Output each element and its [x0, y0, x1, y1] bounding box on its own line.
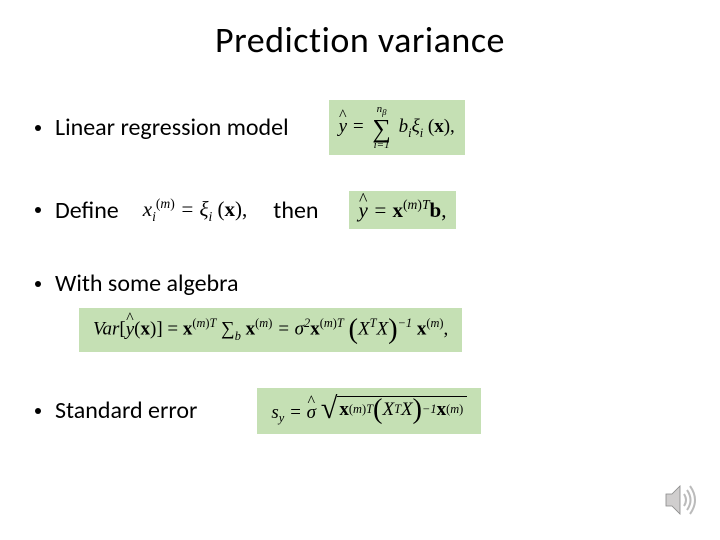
- bullet-2-then: then: [273, 196, 318, 225]
- bullet-3-text: With some algebra: [55, 269, 239, 298]
- bullet-4-text: Standard error: [55, 396, 197, 425]
- slide-title: Prediction variance: [35, 18, 685, 62]
- bullet-4: Standard error sy = σ √ x(m)T (XTX)−1 x(…: [35, 388, 685, 435]
- bullet-2: Define xi(m) = ξi (x), then y = x(m)Tb,: [35, 191, 685, 229]
- formula-2a: xi(m) = ξi (x),: [143, 196, 248, 225]
- formula-1: y = nβ ∑ i=1 biξi (x),: [329, 100, 465, 155]
- slide: Prediction variance Linear regression mo…: [0, 0, 720, 540]
- bullet-1-text: Linear regression model: [55, 113, 289, 142]
- bullet-dot: [35, 125, 41, 131]
- bullet-dot: [35, 408, 41, 414]
- bullet-1: Linear regression model y = nβ ∑ i=1 biξ…: [35, 100, 685, 155]
- bullet-dot: [35, 207, 41, 213]
- audio-icon: [660, 480, 700, 520]
- bullet-dot: [35, 281, 41, 287]
- formula-3: Var[y(x)] = x(m)T ∑b x(m) = σ2x(m)T (XTX…: [79, 308, 462, 351]
- bullet-2-text: Define: [55, 196, 119, 225]
- formula-4: sy = σ √ x(m)T (XTX)−1 x(m): [257, 388, 481, 435]
- bullet-3: With some algebra: [35, 269, 685, 298]
- formula-3-row: Var[y(x)] = x(m)T ∑b x(m) = σ2x(m)T (XTX…: [79, 308, 685, 351]
- formula-2b: y = x(m)Tb,: [349, 191, 457, 229]
